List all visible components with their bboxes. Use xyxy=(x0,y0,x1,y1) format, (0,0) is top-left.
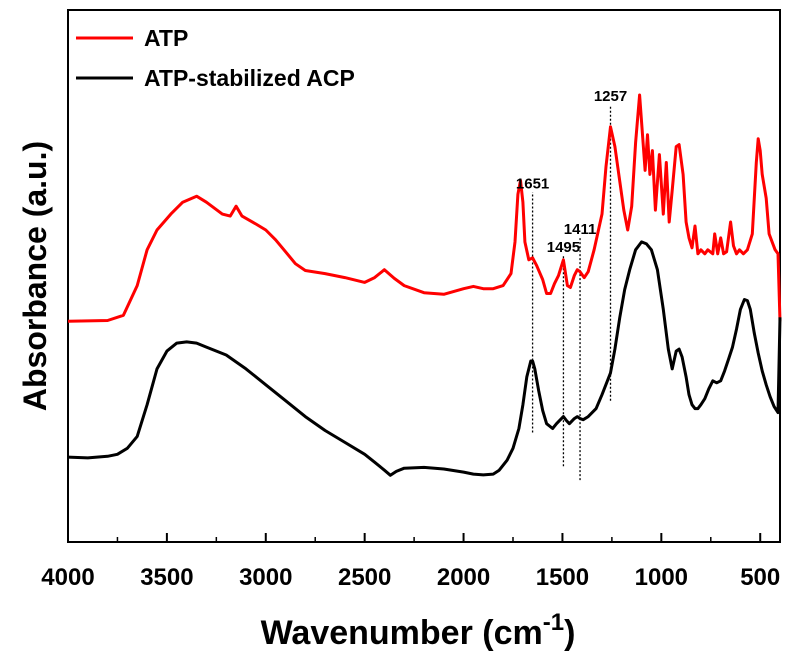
x-axis-title-close: ) xyxy=(564,614,575,652)
y-axis-title: Absorbance (a.u.) xyxy=(17,141,53,411)
legend: ATP ATP-stabilized ACP xyxy=(76,25,355,91)
x-axis-title-main: Wavenumber (cm xyxy=(261,614,543,652)
x-tick-label-4000: 4000 xyxy=(41,564,94,591)
x-axis-title-superscript: -1 xyxy=(543,609,564,636)
x-axis-title: Wavenumber (cm-1) xyxy=(261,609,576,652)
peak-label-1495: 1495 xyxy=(547,239,580,256)
series-line-1 xyxy=(67,240,782,477)
x-tick-label-2000: 2000 xyxy=(437,564,490,591)
x-tick-label-1000: 1000 xyxy=(635,564,688,591)
peak-label-1257: 1257 xyxy=(594,88,627,105)
x-tick-label-1500: 1500 xyxy=(536,564,589,591)
peak-label-1411: 1411 xyxy=(564,221,597,238)
peak-label-1651: 1651 xyxy=(516,175,549,192)
x-axis-minor-ticks xyxy=(116,537,712,542)
peak-annotation-lines xyxy=(531,104,612,481)
legend-label-atp-stabilized-acp: ATP-stabilized ACP xyxy=(144,65,355,91)
series-lines xyxy=(67,93,782,477)
x-tick-label-3000: 3000 xyxy=(239,564,292,591)
x-tick-label-3500: 3500 xyxy=(140,564,193,591)
x-axis-ticks xyxy=(67,533,762,542)
x-tick-label-500: 500 xyxy=(740,564,780,591)
legend-label-atp: ATP xyxy=(144,25,188,51)
x-axis-tick-labels: 4000 3500 3000 2500 2000 1500 1000 500 xyxy=(41,564,780,591)
series-line-0 xyxy=(67,93,782,323)
x-tick-label-2500: 2500 xyxy=(338,564,391,591)
